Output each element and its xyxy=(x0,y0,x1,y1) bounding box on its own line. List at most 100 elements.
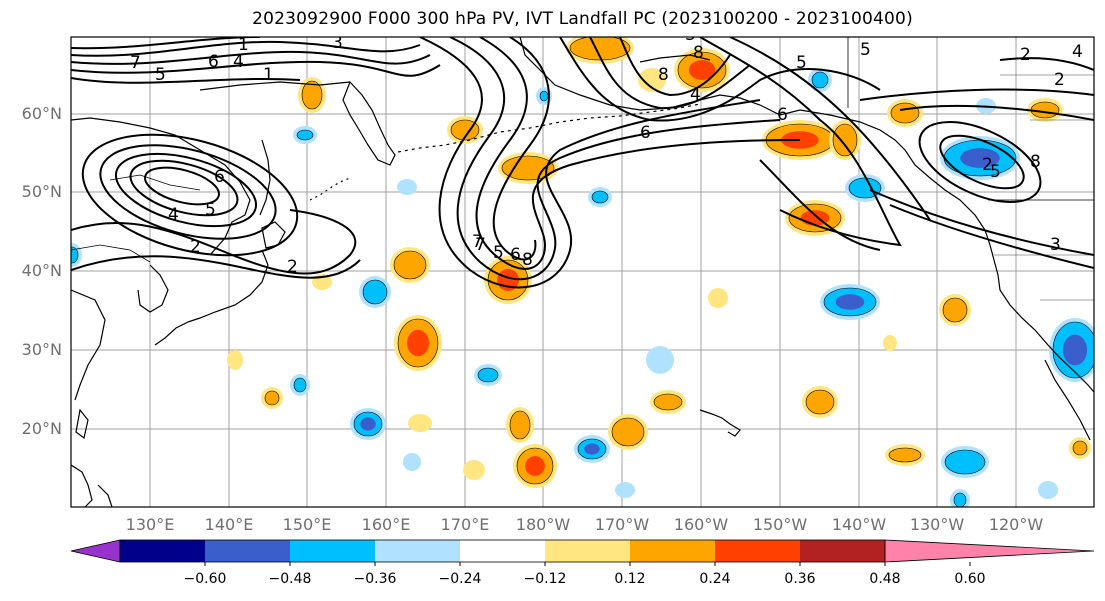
contour-label: 5 xyxy=(493,243,504,263)
colorbar-segment xyxy=(205,540,290,562)
pc-contour-fill xyxy=(638,68,666,92)
contour-label: 4 xyxy=(690,85,701,105)
colorbar-segment xyxy=(290,540,375,562)
latitude-label: 60°N xyxy=(21,104,62,123)
contour-label: 6 xyxy=(214,167,225,187)
plot-area xyxy=(71,37,1094,507)
contour-label: 3 xyxy=(332,33,343,53)
longitude-label: 130°W xyxy=(909,515,965,534)
pc-contour-fill xyxy=(539,90,549,102)
contour-label: 6 xyxy=(777,105,788,125)
contour-label: 2 xyxy=(190,237,201,257)
pc-contour-fill xyxy=(264,390,280,406)
contour-label: 4 xyxy=(233,52,244,72)
latitude-label: 20°N xyxy=(21,419,62,438)
pc-contour-fill xyxy=(953,492,967,507)
pc-contour-fill xyxy=(883,335,897,351)
contour-label: 7 xyxy=(475,235,486,255)
longitude-label: 140°W xyxy=(831,515,887,534)
contour-label: 2 xyxy=(1054,70,1065,90)
colorbar-tick-label: 0.48 xyxy=(869,571,901,587)
pc-contour-fill xyxy=(584,443,600,455)
pc-contour-fill xyxy=(811,71,829,89)
pc-shading xyxy=(71,37,1094,507)
colorbar-tick-label: 0.12 xyxy=(614,571,646,587)
colorbar-tick-label: −0.36 xyxy=(353,571,397,587)
pc-contour-fill xyxy=(509,410,531,440)
pc-contour-fill xyxy=(888,447,922,463)
longitude-label: 150°E xyxy=(282,515,332,534)
colorbar-extend-low xyxy=(70,539,121,563)
colorbar-tick-label: −0.48 xyxy=(268,571,312,587)
contour-label: 6 xyxy=(640,123,651,143)
longitude-label: 170°W xyxy=(594,515,650,534)
colorbar-segment xyxy=(120,540,205,562)
pc-contour-fill xyxy=(708,288,728,308)
pc-contour-fill xyxy=(890,102,920,124)
pc-contour-fill xyxy=(653,393,683,411)
contour-label: 2 xyxy=(287,257,298,277)
pc-contour-fill xyxy=(848,177,882,199)
contour-label: 5 xyxy=(990,162,1001,182)
pc-contour-fill xyxy=(944,449,986,475)
pc-contour-fill xyxy=(362,279,388,305)
longitude-label: 140°E xyxy=(204,515,254,534)
pc-contour-fill xyxy=(525,456,545,476)
latitude-label: 40°N xyxy=(21,261,62,280)
longitude-label: 130°E xyxy=(125,515,175,534)
pc-contour-fill xyxy=(1072,440,1088,456)
colorbar-segment xyxy=(630,540,715,562)
colorbar-tick-label: −0.60 xyxy=(183,571,227,587)
longitude-label: 120°W xyxy=(988,515,1044,534)
longitude-label: 170°E xyxy=(440,515,490,534)
contour-label: 5 xyxy=(205,200,216,220)
longitude-label: 180°W xyxy=(515,515,571,534)
pc-contour-fill xyxy=(71,246,79,264)
contour-label: 4 xyxy=(168,205,179,225)
pc-contour-fill xyxy=(301,80,323,110)
pc-contour-fill xyxy=(569,37,631,61)
contour-label: 7 xyxy=(130,53,141,73)
pc-contour-fill xyxy=(1062,334,1088,366)
pv-contours xyxy=(71,37,1094,289)
pc-contour-fill xyxy=(591,190,609,204)
colorbar-frame xyxy=(119,539,886,563)
contour-label: 1 xyxy=(238,35,249,55)
pc-contour-fill xyxy=(407,329,429,357)
pc-contour-fill xyxy=(960,148,1000,168)
contour-label: 1 xyxy=(263,65,274,85)
contour-label: 8 xyxy=(1030,152,1041,172)
contour-label: 7 xyxy=(472,232,483,252)
pc-contour-fill xyxy=(1038,481,1058,499)
pc-contour-fill xyxy=(296,129,314,141)
pc-contour-fill xyxy=(805,389,835,415)
pc-contour-fill xyxy=(942,297,968,323)
pc-contour-fill xyxy=(615,482,635,498)
contour-label: 3 xyxy=(1050,235,1061,255)
contour-label: 5 xyxy=(860,40,871,60)
colorbar-tick-label: −0.12 xyxy=(523,571,567,587)
pc-contour-fill xyxy=(403,453,421,471)
colorbar-segment xyxy=(715,540,800,562)
pc-contour-fill xyxy=(408,414,432,432)
colorbar-segment xyxy=(545,540,630,562)
map-title: 2023092900 F000 300 hPa PV, IVT Landfall… xyxy=(252,9,913,29)
pc-contour-fill xyxy=(646,346,674,374)
pc-contour-fill xyxy=(450,119,480,141)
pc-contour-fill xyxy=(397,179,417,195)
colorbar-segment xyxy=(460,540,545,562)
pc-contour-fill xyxy=(477,367,499,383)
longitude-label: 160°E xyxy=(361,515,411,534)
colorbar-tick-label: 0.24 xyxy=(699,571,731,587)
colorbar-tick-label: 0.60 xyxy=(954,571,986,587)
latitude-label: 50°N xyxy=(21,182,62,201)
pc-contour-fill xyxy=(832,123,858,157)
latitude-label: 30°N xyxy=(21,340,62,359)
pc-contour-fill xyxy=(293,377,307,393)
contour-label: 3 xyxy=(685,25,696,45)
pc-contour-fill xyxy=(688,60,716,80)
coastlines xyxy=(71,37,1094,507)
contour-label: 2 xyxy=(1020,45,1031,65)
longitude-label: 160°W xyxy=(673,515,729,534)
